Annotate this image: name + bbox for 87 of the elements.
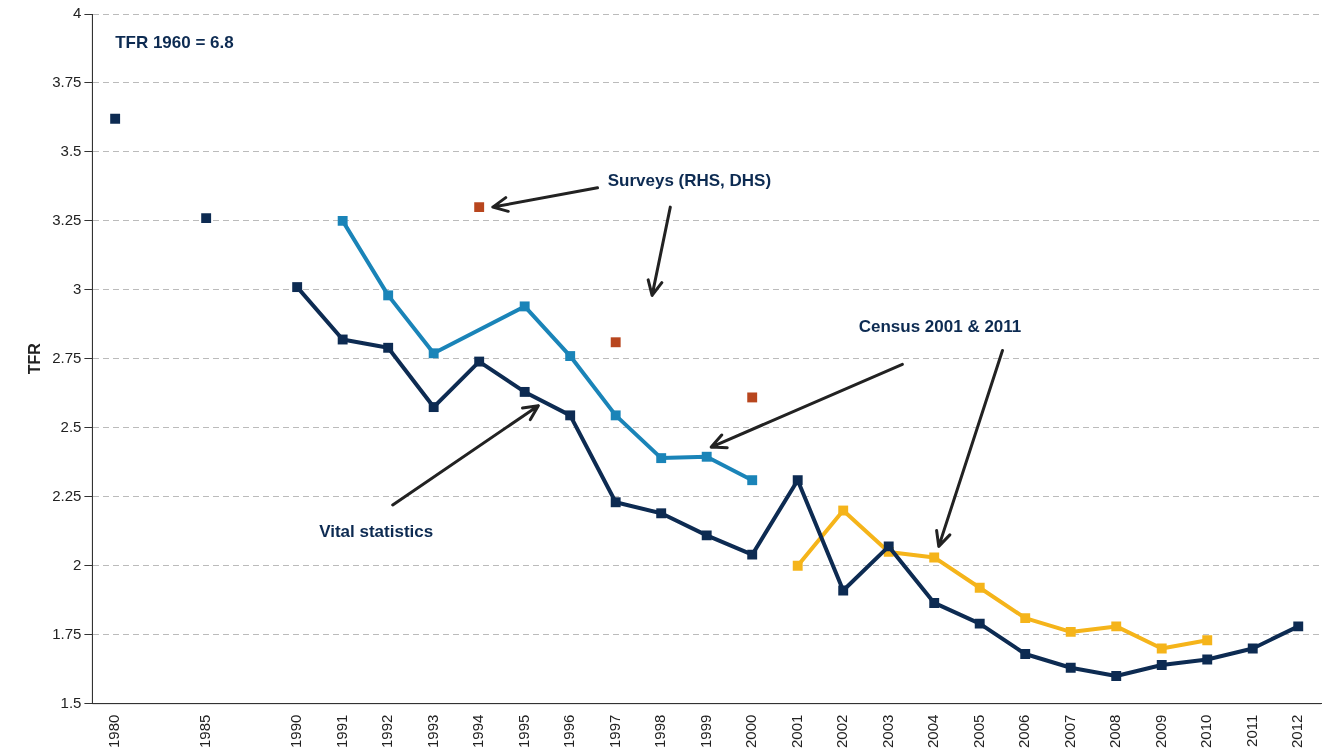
point [610,410,621,421]
point [1247,643,1258,654]
point [474,202,485,213]
y-tick-label: 3.75 [52,73,82,91]
point [1020,613,1031,624]
x-tick-label: 2011 [1242,714,1260,747]
x-tick-label: 2010 [1197,714,1215,749]
y-axis-title: TFR [26,342,44,375]
x-tick-label: 2005 [969,714,987,749]
point [747,549,758,560]
y-tick-label: 2 [73,555,82,573]
x-tick-label: 2000 [742,714,760,749]
point [747,392,758,403]
annotation: Census 2001 & 2011 [858,317,1022,338]
point [519,301,530,312]
annotation: Vital statistics [319,521,434,542]
x-tick-label: 1995 [514,714,532,749]
point [1111,621,1122,632]
point [838,505,849,516]
point [292,282,303,293]
point [565,351,576,362]
point [201,213,212,224]
y-tick-label: 2.5 [60,417,82,435]
point [1156,660,1167,670]
point [974,618,985,629]
point [1202,654,1213,665]
x-tick-label: 1992 [378,714,396,749]
x-tick-label: 1998 [651,714,669,749]
point [838,585,849,596]
x-tick-label: 1996 [560,714,578,749]
point [519,386,530,397]
y-tick-label: 2.25 [52,486,82,504]
point [1293,621,1304,632]
point [656,453,667,464]
x-tick-label: 2012 [1288,714,1306,749]
point [383,342,394,353]
point [1065,662,1076,673]
y-tick-label: 2.75 [52,348,82,366]
point [701,530,712,541]
point [1111,671,1122,681]
x-tick-label: 2002 [833,714,851,749]
point [474,356,485,367]
point [610,337,621,348]
annotation: TFR 1960 = 6.8 [115,33,234,54]
x-tick-label: 1994 [469,714,487,749]
point [565,410,576,421]
point [656,508,667,519]
y-tick-label: 1.75 [52,624,82,642]
point [428,348,439,359]
x-tick-label: 2008 [1106,714,1124,749]
point [337,334,348,345]
y-tick-label: 3 [73,279,82,297]
point [428,402,439,413]
x-tick-label: 1997 [605,714,623,749]
x-tick-label: 1990 [287,714,305,749]
point [1156,643,1167,654]
x-tick-label: 1991 [332,714,350,749]
x-tick-label: 1980 [105,714,123,749]
x-tick-label: 2001 [787,714,805,749]
x-tick-label: 1985 [196,714,214,749]
x-tick-label: 2009 [1151,714,1169,749]
point [1065,626,1076,637]
point [792,475,803,486]
y-tick-label: 3.5 [60,142,82,160]
x-tick-label: 2006 [1015,714,1033,749]
y-tick-label: 4 [73,4,82,22]
y-tick-label: 1.5 [60,693,82,711]
x-tick-label: 2004 [924,714,942,749]
x-tick-label: 2003 [878,714,896,749]
point [747,475,758,486]
point [110,113,121,124]
x-tick-label: 1993 [423,714,441,749]
x-tick-label: 1999 [696,714,714,749]
point [701,451,712,462]
point [337,215,348,226]
point [1202,635,1213,646]
point [883,541,894,552]
point [610,497,621,508]
point [929,598,940,608]
y-tick-label: 3.25 [52,211,82,229]
point [929,552,940,563]
point [1020,649,1031,659]
point [792,560,803,571]
point [383,290,394,301]
annotation: Surveys (RHS, DHS) [607,171,772,192]
x-tick-label: 2007 [1060,714,1078,749]
point [974,582,985,593]
